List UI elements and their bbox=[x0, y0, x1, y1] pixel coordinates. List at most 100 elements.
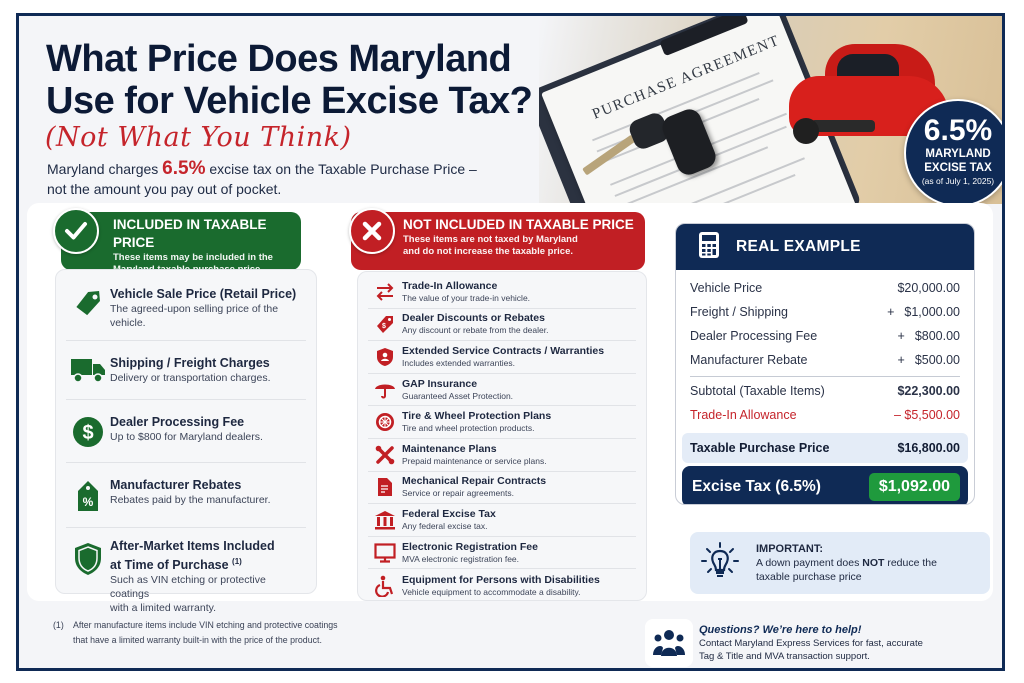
item-desc: Guaranteed Asset Protection. bbox=[402, 390, 514, 401]
item-desc-line2: with a limited warranty. bbox=[110, 602, 217, 615]
included-list: Vehicle Sale Price (Retail Price) The ag… bbox=[55, 269, 317, 614]
example-row: Freight / Shipping + $1,000.00 bbox=[690, 300, 960, 324]
list-item: % Manufacturer Rebates Rebates paid by t… bbox=[66, 463, 306, 528]
swap-arrows-icon bbox=[368, 283, 402, 301]
shield-icon bbox=[66, 538, 110, 576]
important-note: IMPORTANT: A down payment does NOT reduc… bbox=[690, 532, 990, 594]
list-item: Vehicle Sale Price (Retail Price) The ag… bbox=[66, 276, 306, 341]
page-title: What Price Does Maryland Use for Vehicle… bbox=[46, 38, 586, 122]
infographic-frame: PURCHASE AGREEMENT What Price Does Maryl… bbox=[16, 13, 1005, 671]
excluded-heading: NOT INCLUDED IN TAXABLE PRICE bbox=[403, 217, 634, 232]
x-mark-icon bbox=[349, 208, 395, 254]
title-line-1: What Price Does Maryland bbox=[46, 38, 512, 80]
item-desc: The value of your trade-in vehicle. bbox=[402, 292, 531, 303]
svg-text:$: $ bbox=[82, 422, 93, 444]
taxable-label: Taxable Purchase Price bbox=[690, 441, 830, 455]
item-title: Extended Service Contracts / Warranties bbox=[402, 344, 605, 357]
help-line1: Contact Maryland Express Services for fa… bbox=[699, 637, 923, 649]
badge-rate: 6.5% bbox=[923, 114, 993, 147]
badge-line-2: EXCISE TAX bbox=[924, 162, 992, 174]
item-title: Dealer Discounts or Rebates bbox=[402, 312, 545, 325]
item-title: Dealer Processing Fee bbox=[110, 415, 245, 429]
wheel-icon bbox=[368, 412, 402, 432]
wheelchair-icon bbox=[368, 575, 402, 597]
umbrella-icon bbox=[368, 380, 402, 400]
item-title: Mechanical Repair Contracts bbox=[402, 475, 547, 488]
item-title: Shipping / Freight Charges bbox=[110, 356, 270, 370]
item-desc: Tire and wheel protection products. bbox=[402, 423, 535, 434]
item-desc: The agreed-upon selling price of the veh… bbox=[110, 303, 279, 329]
item-desc: Prepaid maintenance or service plans. bbox=[402, 455, 547, 466]
item-desc: Delivery or transportation charges. bbox=[110, 372, 271, 384]
real-example-title: REAL EXAMPLE bbox=[736, 238, 861, 255]
help-line2: Tag & Title and MVA transaction support. bbox=[699, 650, 870, 662]
row-sign: + bbox=[897, 353, 905, 367]
example-row: Dealer Processing Fee + $800.00 bbox=[690, 324, 960, 348]
item-desc: Rebates paid by the manufacturer. bbox=[110, 494, 271, 506]
item-title: Electronic Registration Fee bbox=[402, 540, 538, 553]
help-question: Questions? We’re here to help! bbox=[699, 623, 862, 636]
item-title: Maintenance Plans bbox=[402, 442, 497, 455]
monitor-icon bbox=[368, 542, 402, 563]
list-item: Mechanical Repair Contracts Service or r… bbox=[368, 472, 636, 505]
subtotal-value: $22,300.00 bbox=[897, 384, 960, 398]
real-example-card: REAL EXAMPLE Vehicle Price $20,000.00 Fr… bbox=[675, 223, 975, 505]
row-value: $800.00 bbox=[914, 329, 960, 343]
example-rows: Vehicle Price $20,000.00 Freight / Shipp… bbox=[676, 270, 974, 427]
intro-text-before: Maryland charges bbox=[47, 161, 163, 177]
item-desc: Includes extended warranties. bbox=[402, 357, 515, 368]
row-value: $500.00 bbox=[914, 353, 960, 367]
badge-date-note: (as of July 1, 2025) bbox=[921, 176, 995, 186]
dollar-icon: $ bbox=[66, 414, 110, 448]
footnote: (1) After manufacture items include VIN … bbox=[53, 618, 338, 648]
item-desc: Service or repair agreements. bbox=[402, 488, 514, 499]
trade-in-row: Trade-In Allowance – $5,500.00 bbox=[690, 403, 960, 427]
important-line1-before: A down payment does bbox=[756, 557, 863, 569]
row-label: Freight / Shipping bbox=[690, 305, 788, 319]
people-group-icon bbox=[645, 619, 693, 667]
item-desc: Any discount or rebate from the dealer. bbox=[402, 325, 549, 336]
example-row: Vehicle Price $20,000.00 bbox=[690, 276, 960, 300]
taxable-price-row: Taxable Purchase Price $16,800.00 bbox=[682, 433, 968, 463]
svg-text:%: % bbox=[83, 495, 94, 509]
list-item: Equipment for Persons with Disabilities … bbox=[368, 569, 636, 602]
list-item: Shipping / Freight Charges Delivery or t… bbox=[66, 341, 306, 400]
list-item: Electronic Registration Fee MVA electron… bbox=[368, 537, 636, 570]
tax-rate-highlight: 6.5% bbox=[162, 158, 206, 179]
item-title: Vehicle Sale Price (Retail Price) bbox=[110, 287, 297, 301]
important-text: IMPORTANT: A down payment does NOT reduc… bbox=[756, 542, 937, 584]
item-title: GAP Insurance bbox=[402, 377, 478, 390]
page-subtitle: (Not What You Think) bbox=[45, 122, 352, 153]
excluded-header: NOT INCLUDED IN TAXABLE PRICE These item… bbox=[351, 212, 645, 270]
footnote-number: (1) bbox=[53, 620, 64, 630]
subtotal-label: Subtotal (Taxable Items) bbox=[690, 384, 825, 398]
row-label: Manufacturer Rebate bbox=[690, 353, 808, 367]
item-title: Trade-In Allowance bbox=[402, 279, 498, 292]
divider bbox=[690, 376, 960, 377]
footnote-reference: (1) bbox=[232, 557, 242, 566]
row-sign: + bbox=[887, 305, 895, 319]
intro-text: Maryland charges 6.5% excise tax on the … bbox=[47, 159, 567, 199]
help-text: Questions? We’re here to help! Contact M… bbox=[699, 624, 923, 663]
help-contact: Questions? We’re here to help! Contact M… bbox=[645, 617, 985, 668]
included-heading: INCLUDED IN TAXABLE PRICE bbox=[113, 217, 267, 250]
tools-icon bbox=[368, 445, 402, 465]
document-icon bbox=[368, 477, 402, 497]
important-line2: taxable purchase price bbox=[756, 571, 862, 583]
intro-text-after: excise tax on the Taxable Purchase Price… bbox=[205, 161, 477, 177]
excluded-subheading-line2: and do not increase the taxable price. bbox=[403, 246, 573, 257]
item-title: After-Market Items Included at Time of P… bbox=[110, 538, 306, 573]
row-value: $1,000.00 bbox=[904, 305, 960, 319]
item-desc: Up to $800 for Maryland dealers. bbox=[110, 431, 263, 443]
intro-text-line2: not the amount you pay out of pocket. bbox=[47, 181, 282, 197]
item-desc: MVA electronic registration fee. bbox=[402, 553, 520, 564]
list-item: Tire & Wheel Protection Plans Tire and w… bbox=[368, 406, 636, 439]
important-label: IMPORTANT: bbox=[756, 543, 824, 555]
list-item: $ Dealer Discounts or Rebates Any discou… bbox=[368, 309, 636, 342]
lightbulb-icon bbox=[700, 541, 740, 586]
item-desc: Vehicle equipment to accommodate a disab… bbox=[402, 586, 581, 597]
svg-text:$: $ bbox=[382, 323, 386, 330]
badge-line-1: MARYLAND bbox=[925, 148, 991, 160]
row-value: $20,000.00 bbox=[897, 281, 960, 295]
shield-person-icon bbox=[368, 347, 402, 367]
